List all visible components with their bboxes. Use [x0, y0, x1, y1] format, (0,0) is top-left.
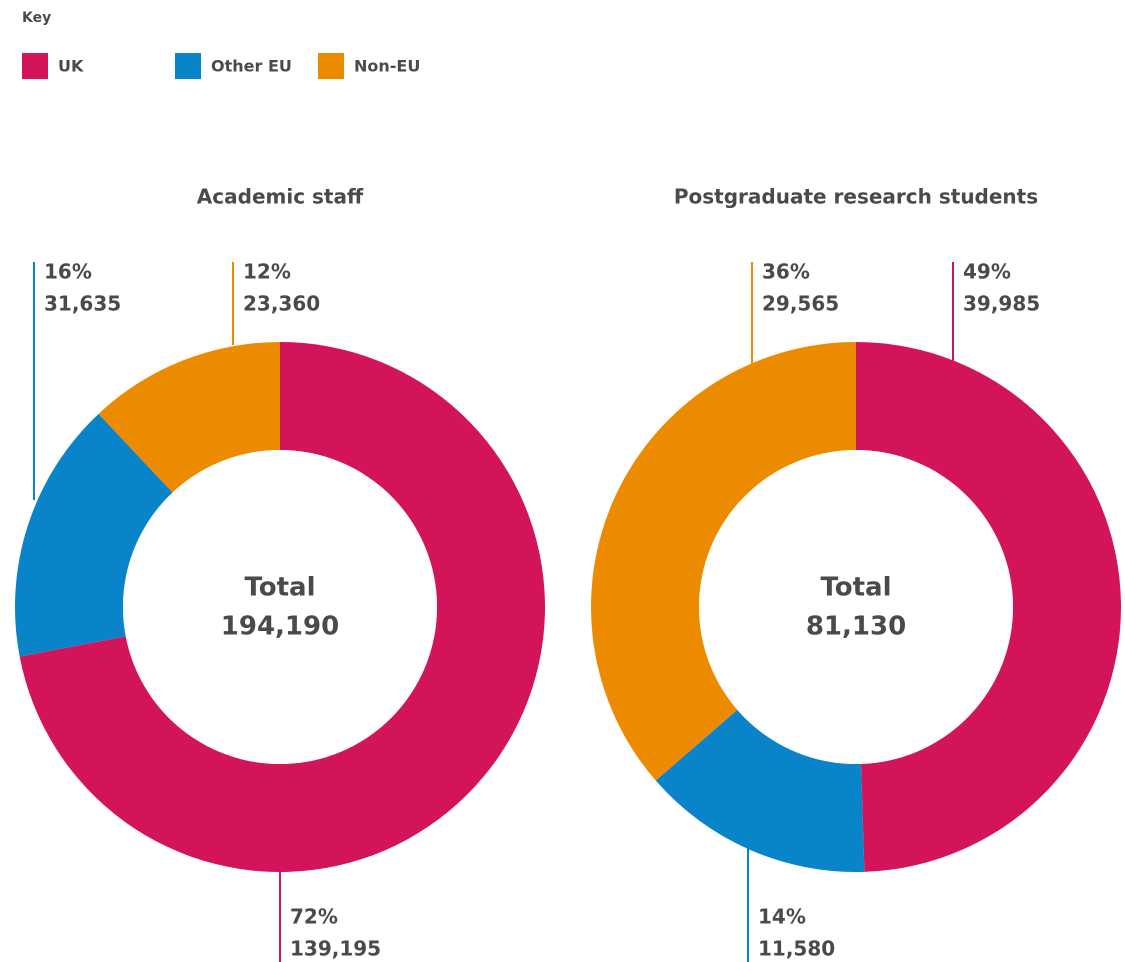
- donut-slice: [655, 709, 865, 872]
- count-label: 29,565: [762, 292, 839, 316]
- count-label: 23,360: [243, 292, 320, 316]
- legend-label: Other EU: [211, 57, 292, 76]
- donut-slice: [98, 342, 280, 493]
- center-label: Total: [244, 573, 315, 603]
- count-label: 139,195: [290, 937, 381, 961]
- legend-title: Key: [22, 10, 51, 26]
- legend-label: UK: [58, 57, 84, 76]
- chart-title: Postgraduate research students: [674, 185, 1038, 209]
- center-total: 194,190: [221, 612, 339, 642]
- donut-slice: [19, 342, 546, 872]
- count-label: 39,985: [963, 292, 1040, 316]
- donut-hole: [699, 450, 1013, 764]
- donut-slice: [591, 342, 856, 781]
- donut-hole: [123, 450, 437, 764]
- percent-label: 14%: [758, 905, 806, 929]
- percent-label: 12%: [243, 260, 291, 284]
- percent-label: 72%: [290, 905, 338, 929]
- donut-slice: [856, 341, 1122, 872]
- legend-label: Non-EU: [354, 57, 420, 76]
- legend-swatch: [318, 53, 344, 79]
- center-label: Total: [820, 573, 891, 603]
- percent-label: 36%: [762, 260, 810, 284]
- chart-title: Academic staff: [197, 185, 364, 209]
- percent-label: 16%: [44, 260, 92, 284]
- count-label: 11,580: [758, 937, 835, 961]
- legend-swatch: [175, 53, 201, 79]
- count-label: 31,635: [44, 292, 121, 316]
- donut-slice: [15, 413, 173, 657]
- percent-label: 49%: [963, 260, 1011, 284]
- center-total: 81,130: [806, 612, 906, 642]
- legend-swatch: [22, 53, 48, 79]
